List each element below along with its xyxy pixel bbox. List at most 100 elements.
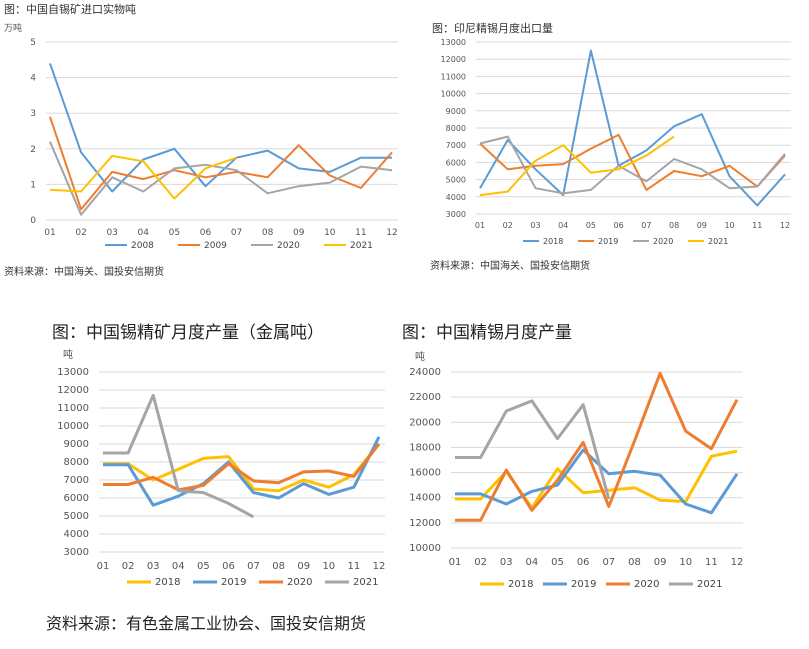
chart-3-legend-label: 2019: [221, 577, 246, 588]
chart-2-x-tick-label: 12: [780, 221, 790, 230]
chart-3-x-tick-label: 12: [373, 561, 386, 572]
chart-4-y-tick-label: 22000: [409, 392, 441, 403]
chart-2-x-tick-label: 11: [752, 221, 762, 230]
chart-2-legend-label: 2018: [543, 237, 563, 246]
chart-2-legend-label: 2021: [708, 237, 728, 246]
chart-4-x-tick-label: 07: [602, 557, 615, 568]
chart-4-legend-label: 2018: [508, 579, 533, 590]
chart-4-legend-label: 2020: [634, 579, 659, 590]
chart-1-y-tick-label: 1: [30, 180, 36, 190]
chart-3-x-tick-label: 05: [197, 561, 210, 572]
chart-1-x-tick-label: 02: [75, 228, 86, 238]
chart-3-x-tick-label: 10: [322, 561, 335, 572]
chart-4-x-tick-label: 05: [551, 557, 564, 568]
chart-3-x-tick-label: 11: [348, 561, 361, 572]
chart-4-x-tick-label: 08: [628, 557, 641, 568]
chart-2-x-tick-label: 09: [697, 221, 707, 230]
chart-3-series-2020-line: [103, 443, 381, 492]
chart-3-y-tick-label: 11000: [57, 403, 89, 414]
chart-4-x-tick-label: 12: [731, 557, 744, 568]
chart-1-y-tick-label: 0: [30, 216, 36, 226]
chart-3-series-2019-line: [103, 436, 381, 507]
chart-3-legend-label: 2018: [155, 577, 180, 588]
chart-2-series-2020-line: [479, 135, 786, 195]
chart-2-x-tick-label: 07: [641, 221, 651, 230]
chart-3-x-tick-label: 07: [247, 561, 260, 572]
chart-4-y-tick-label: 18000: [409, 442, 441, 453]
chart-4-x-tick-label: 04: [526, 557, 539, 568]
chart-2-y-tick-label: 13000: [441, 38, 466, 47]
chart-1-x-tick-label: 06: [200, 228, 212, 238]
chart-3-y-tick-label: 9000: [64, 439, 89, 450]
chart-1-title: 图：中国自锡矿进口实物吨: [4, 3, 136, 16]
chart-3-legend-label: 2020: [287, 577, 312, 588]
chart-4-series-2019-line: [455, 448, 739, 515]
source-note-top-right: 资料来源：中国海关、国投安信期货: [430, 261, 590, 272]
chart-3-y-tick-label: 5000: [64, 511, 89, 522]
chart-2-title: 图：印尼精锡月度出口量: [432, 22, 553, 35]
chart-1-series-2008-line: [49, 63, 392, 193]
chart-4-y-tick-label: 10000: [409, 543, 441, 554]
chart-4-x-tick-label: 09: [654, 557, 667, 568]
chart-2-legend-label: 2019: [598, 237, 618, 246]
chart-3-y-tick-label: 10000: [57, 421, 89, 432]
chart-2-x-tick-label: 03: [530, 221, 540, 230]
chart-1-legend-label: 2008: [131, 241, 154, 251]
chart-3-y-tick-label: 7000: [64, 475, 89, 486]
chart-3-y-tick-label: 12000: [57, 385, 89, 396]
chart-1-y-tick-label: 5: [30, 38, 36, 48]
chart-1-x-tick-label: 05: [169, 228, 180, 238]
chart-2-y-tick-label: 11000: [441, 72, 466, 81]
chart-4-y-tick-label: 20000: [409, 417, 441, 428]
chart-3-x-tick-label: 04: [172, 561, 185, 572]
chart-2-x-tick-label: 10: [724, 221, 734, 230]
chart-1-x-tick-label: 04: [138, 228, 150, 238]
chart-4-legend-label: 2019: [571, 579, 596, 590]
chart-1-x-tick-label: 10: [324, 228, 336, 238]
chart-3-y-tick-label: 4000: [64, 529, 89, 540]
chart-4-x-tick-label: 06: [577, 557, 590, 568]
chart-3-x-tick-label: 06: [222, 561, 235, 572]
chart-4-x-tick-label: 11: [705, 557, 718, 568]
chart-2-x-tick-label: 04: [558, 221, 568, 230]
chart-2-x-tick-label: 08: [669, 221, 679, 230]
chart-2-y-tick-label: 7000: [446, 141, 466, 150]
chart-3-x-tick-label: 02: [122, 561, 135, 572]
chart-4-y-tick-label: 14000: [409, 493, 441, 504]
chart-2-x-tick-label: 01: [475, 221, 485, 230]
chart-2-y-tick-label: 8000: [446, 124, 466, 133]
chart-4-x-tick-label: 03: [500, 557, 513, 568]
chart-1-x-tick-label: 11: [355, 228, 366, 238]
chart-4-title: 图：中国精锡月度产量: [402, 323, 572, 343]
chart-4-x-tick-label: 01: [449, 557, 462, 568]
chart-1-x-tick-label: 12: [386, 228, 397, 238]
chart-2-y-tick-label: 4000: [446, 193, 466, 202]
chart-2-y-tick-label: 12000: [441, 55, 466, 64]
chart-4-y-tick-label: 12000: [409, 518, 441, 529]
chart-4-series-2020-line: [455, 371, 739, 522]
chart-3-x-tick-label: 03: [147, 561, 160, 572]
chart-4-series-2021-line: [455, 399, 611, 500]
chart-1-x-tick-label: 01: [44, 228, 55, 238]
chart-3-x-tick-label: 09: [297, 561, 310, 572]
chart-1-x-tick-label: 03: [106, 228, 117, 238]
chart-4-y-tick-label: 16000: [409, 468, 441, 479]
chart-3-y-tick-label: 3000: [64, 547, 89, 558]
chart-1-x-tick-label: 08: [262, 228, 274, 238]
source-note-top-left: 资料来源：中国海关、国投安信期货: [4, 267, 164, 278]
chart-2-legend-label: 2020: [653, 237, 673, 246]
chart-4-x-tick-label: 10: [679, 557, 692, 568]
chart-1-series-2020-line: [49, 141, 393, 216]
chart-1-legend-label: 2021: [350, 241, 373, 251]
chart-3-legend-label: 2021: [353, 577, 378, 588]
source-note-bottom: 资料来源：有色金属工业协会、国投安信期货: [46, 614, 367, 633]
chart-4-x-tick-label: 02: [474, 557, 487, 568]
chart-2-y-tick-label: 6000: [446, 158, 466, 167]
chart-3-y-tick-label: 8000: [64, 457, 89, 468]
chart-3-series-2021-line: [103, 393, 255, 519]
chart-1-y-tick-label: 3: [30, 109, 36, 119]
chart-4-y-tick-label: 24000: [409, 367, 441, 378]
chart-2-y-tick-label: 3000: [446, 210, 466, 219]
chart-1-series-2021-line: [49, 154, 237, 200]
